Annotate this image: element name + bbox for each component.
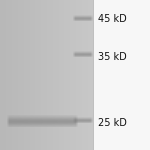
Text: 45 kD: 45 kD (98, 15, 126, 24)
Text: 35 kD: 35 kD (98, 52, 126, 62)
Text: 25 kD: 25 kD (98, 118, 126, 128)
